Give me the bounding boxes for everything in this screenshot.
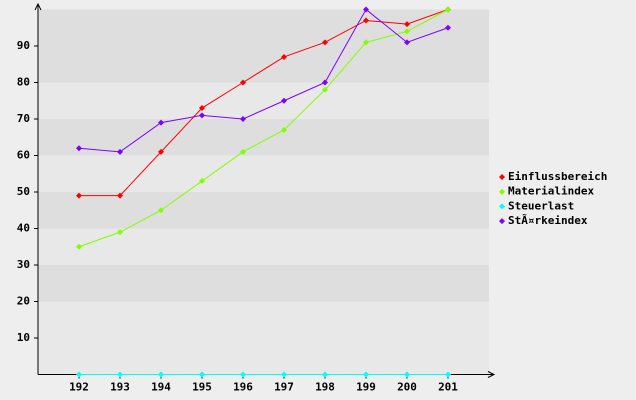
marker — [117, 192, 123, 199]
grid-band — [38, 46, 489, 83]
x-tick-label: 193 — [110, 381, 130, 394]
y-tick-label: 10 — [17, 331, 30, 344]
x-tick-label: 195 — [192, 381, 212, 394]
marker — [404, 28, 410, 35]
legend-marker — [499, 188, 505, 195]
y-tick-label: 80 — [17, 76, 30, 89]
marker — [281, 53, 287, 60]
marker — [199, 112, 205, 119]
x-tick-label: 201 — [438, 381, 458, 394]
marker — [445, 24, 451, 31]
marker — [76, 192, 82, 199]
marker — [322, 79, 328, 86]
grid-band — [38, 119, 489, 156]
marker — [363, 371, 369, 378]
x-axis-arrow — [487, 371, 496, 378]
marker — [76, 243, 82, 250]
marker — [322, 86, 328, 93]
marker — [117, 229, 123, 236]
y-tick-label: 20 — [17, 295, 30, 308]
marker — [322, 39, 328, 46]
legend-label: Materialindex — [508, 185, 594, 198]
y-axis-arrow — [34, 2, 42, 11]
marker — [240, 148, 246, 155]
x-tick-label: 196 — [233, 381, 253, 394]
marker — [322, 371, 328, 378]
y-tick-label: 90 — [17, 39, 30, 52]
marker — [158, 371, 164, 378]
marker — [404, 371, 410, 378]
grid-band — [38, 265, 489, 302]
marker — [281, 126, 287, 133]
legend-marker — [499, 203, 505, 210]
y-tick-label: 40 — [17, 222, 30, 235]
x-tick-label: 200 — [397, 381, 417, 394]
marker — [240, 371, 246, 378]
legend-marker — [499, 174, 505, 180]
legend-marker — [499, 218, 505, 225]
marker — [445, 371, 451, 378]
series-line — [78, 8, 449, 153]
legend-label: Steuerlast — [508, 199, 574, 212]
marker — [158, 207, 164, 214]
grid-band — [38, 9, 489, 46]
marker — [404, 21, 410, 28]
y-tick-label: 70 — [17, 112, 30, 125]
x-tick-label: 198 — [315, 381, 335, 394]
marker — [281, 371, 287, 378]
x-tick-label: 199 — [356, 381, 376, 394]
y-tick-label: 30 — [17, 258, 30, 271]
marker — [117, 148, 123, 155]
legend-label: StÃ¤rkeindex — [508, 214, 588, 227]
marker — [117, 371, 123, 378]
marker — [76, 145, 82, 152]
marker — [76, 371, 82, 378]
marker — [199, 178, 205, 185]
x-tick-label: 192 — [69, 381, 89, 394]
series-line — [79, 9, 449, 197]
marker — [281, 97, 287, 104]
x-tick-label: 197 — [274, 381, 294, 394]
x-tick-label: 194 — [151, 381, 171, 394]
series-line — [78, 9, 449, 248]
marker — [363, 6, 369, 13]
marker — [363, 39, 369, 46]
marker — [199, 105, 205, 112]
legend-label: Einflussbereich — [508, 170, 607, 183]
marker — [158, 148, 164, 155]
y-tick-label: 60 — [17, 149, 30, 162]
marker — [445, 6, 451, 13]
marker — [363, 17, 369, 24]
grid-band — [38, 192, 489, 229]
marker — [199, 371, 205, 378]
marker — [404, 39, 410, 46]
marker — [240, 116, 246, 122]
marker — [158, 119, 164, 126]
y-tick-label: 50 — [17, 185, 30, 198]
marker — [240, 79, 246, 86]
